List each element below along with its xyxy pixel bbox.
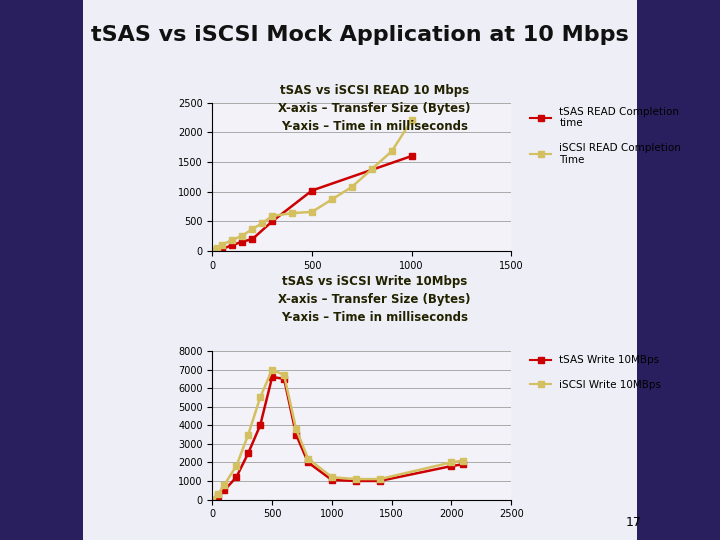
Legend: tSAS READ Completion
time, iSCSI READ Completion
Time: tSAS READ Completion time, iSCSI READ Co… [526, 103, 685, 168]
Text: tSAS vs iSCSI Mock Application at 10 Mbps: tSAS vs iSCSI Mock Application at 10 Mbp… [91, 25, 629, 45]
Text: tSAS vs iSCSI Write 10Mbps
X-axis – Transfer Size (Bytes)
Y-axis – Time in milli: tSAS vs iSCSI Write 10Mbps X-axis – Tran… [278, 275, 471, 325]
Text: 17: 17 [626, 516, 642, 530]
Legend: tSAS Write 10MBps, iSCSI Write 10MBps: tSAS Write 10MBps, iSCSI Write 10MBps [526, 351, 665, 394]
Text: tSAS vs iSCSI READ 10 Mbps
X-axis – Transfer Size (Bytes)
Y-axis – Time in milli: tSAS vs iSCSI READ 10 Mbps X-axis – Tran… [278, 84, 471, 133]
